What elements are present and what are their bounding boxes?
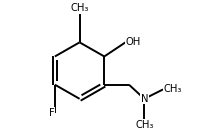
Text: CH₃: CH₃ bbox=[135, 120, 153, 130]
Text: CH₃: CH₃ bbox=[70, 3, 89, 13]
Text: CH₃: CH₃ bbox=[163, 84, 181, 94]
Text: OH: OH bbox=[126, 37, 141, 47]
Text: F: F bbox=[49, 108, 55, 118]
Text: N: N bbox=[141, 94, 148, 104]
